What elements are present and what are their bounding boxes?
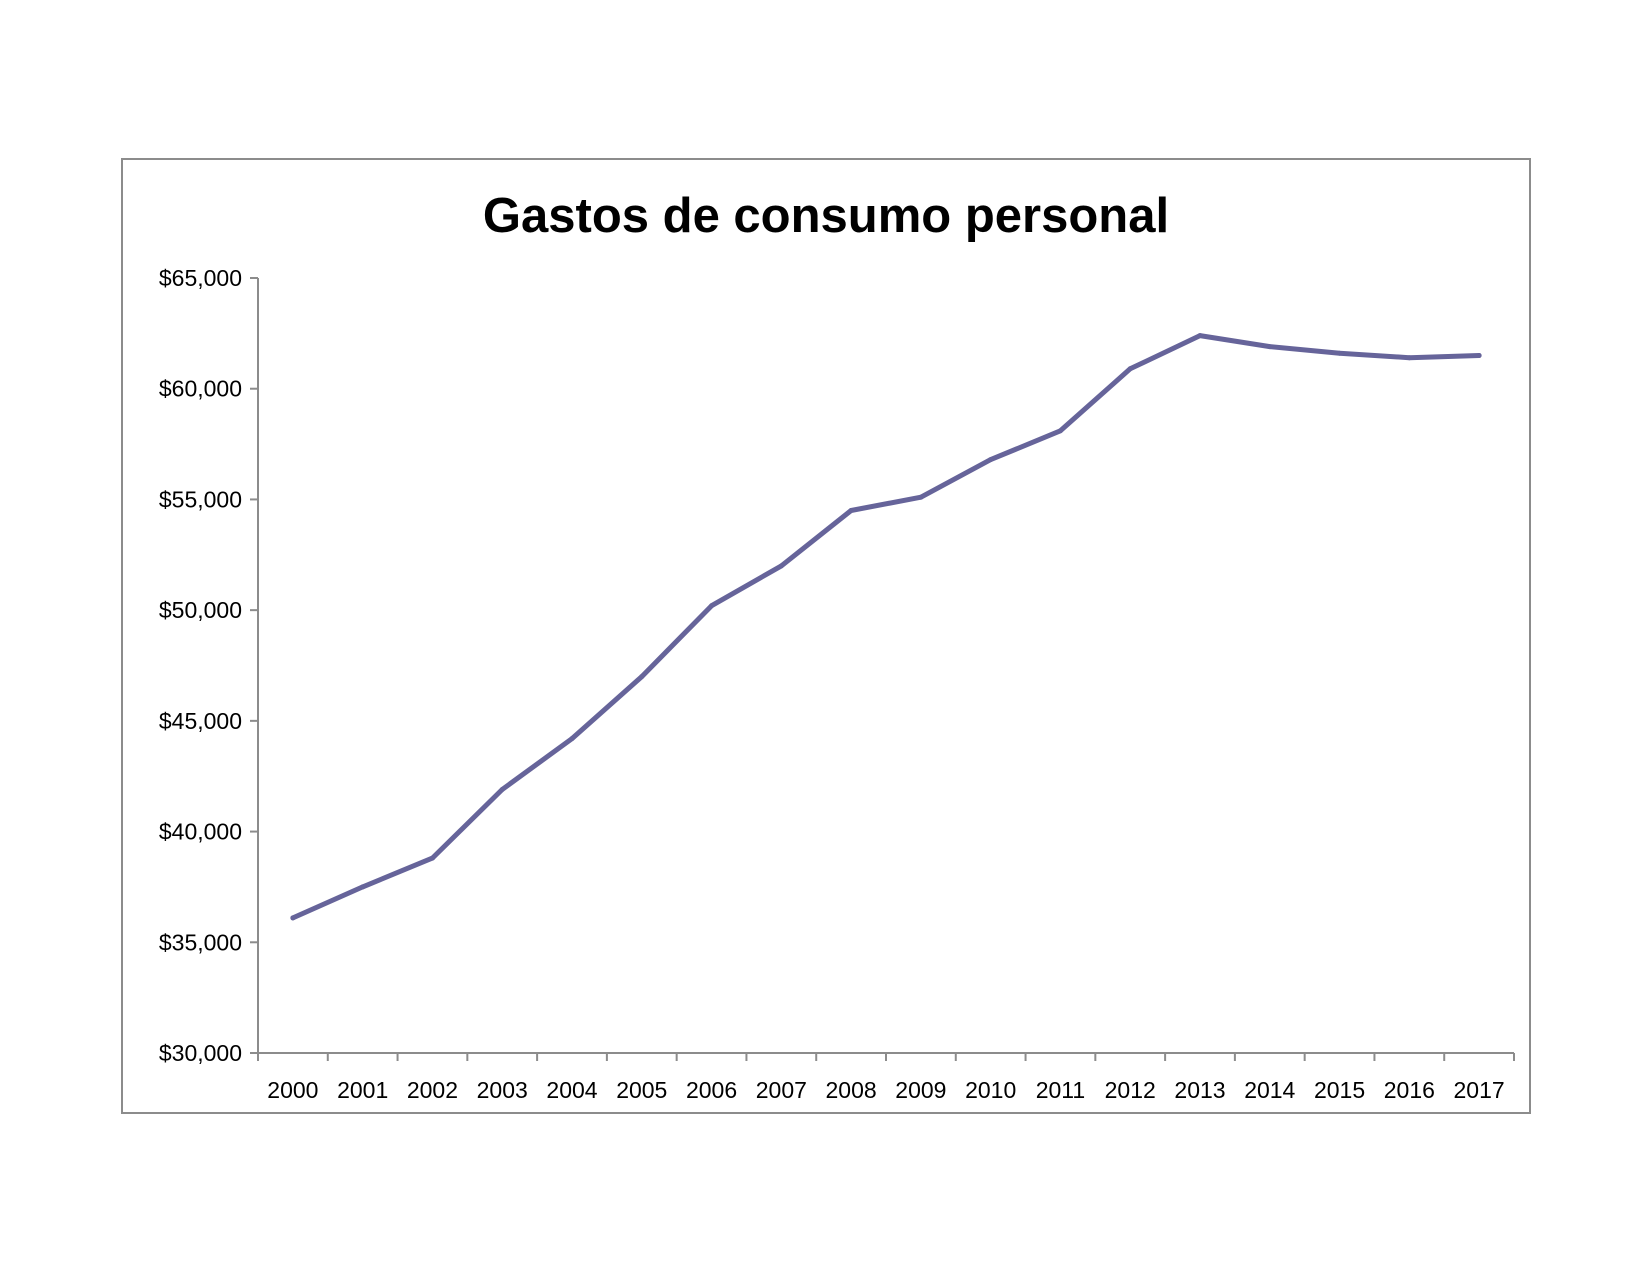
x-tick-label: 2004 xyxy=(546,1077,597,1103)
x-tick-label: 2008 xyxy=(826,1077,877,1103)
series-line xyxy=(290,333,1482,921)
y-tick-label: $35,000 xyxy=(159,929,242,955)
data-point xyxy=(709,603,715,609)
y-tick-label: $60,000 xyxy=(159,376,242,402)
data-point xyxy=(1267,344,1273,350)
data-point xyxy=(1406,355,1412,361)
data-point xyxy=(429,855,435,861)
x-tick-label: 2005 xyxy=(616,1077,667,1103)
x-tick-label: 2014 xyxy=(1244,1077,1295,1103)
data-point xyxy=(918,494,924,500)
y-tick-label: $45,000 xyxy=(159,708,242,734)
x-tick-label: 2009 xyxy=(895,1077,946,1103)
x-tick-label: 2006 xyxy=(686,1077,737,1103)
plot-area: $30,000 $35,000 $40,000 $45,000 $50,000 $55,0… xyxy=(159,265,1515,1103)
data-point xyxy=(569,736,575,742)
x-tick-label: 2011 xyxy=(1036,1077,1085,1103)
x-tick-label: 2012 xyxy=(1105,1077,1156,1103)
x-tick-label: 2016 xyxy=(1384,1077,1435,1103)
x-tick-label: 2013 xyxy=(1174,1077,1225,1103)
data-point xyxy=(499,787,505,792)
y-tick-label: $30,000 xyxy=(159,1040,242,1066)
data-point xyxy=(1057,428,1063,434)
data-point xyxy=(778,563,784,569)
x-tick-label: 2001 xyxy=(337,1077,388,1103)
data-point xyxy=(639,674,645,680)
data-point xyxy=(1337,350,1343,356)
x-tick-label: 2002 xyxy=(407,1077,458,1103)
x-tick-label: 2003 xyxy=(477,1077,528,1103)
x-tick-label: 2017 xyxy=(1454,1077,1505,1103)
data-point xyxy=(988,457,994,463)
data-point xyxy=(848,508,854,513)
y-tick-label: $55,000 xyxy=(159,486,242,512)
data-point xyxy=(1476,353,1482,358)
data-point xyxy=(290,915,296,921)
x-tick-label: 2007 xyxy=(756,1077,807,1103)
x-tick-label: 2010 xyxy=(965,1077,1016,1103)
chart-title: Gastos de consumo personal xyxy=(482,189,1170,243)
x-tick-label: 2015 xyxy=(1314,1077,1365,1103)
y-tick-label: $40,000 xyxy=(159,819,242,845)
y-tick-label: $65,000 xyxy=(159,265,242,291)
y-tick-label: $50,000 xyxy=(159,597,242,623)
data-point xyxy=(360,884,366,890)
x-tick-label: 2000 xyxy=(267,1077,318,1103)
data-point xyxy=(1127,366,1133,372)
data-point xyxy=(1197,333,1203,339)
chart-frame: Gastos de consumo personal $30,000 $35,00… xyxy=(121,158,1531,1114)
